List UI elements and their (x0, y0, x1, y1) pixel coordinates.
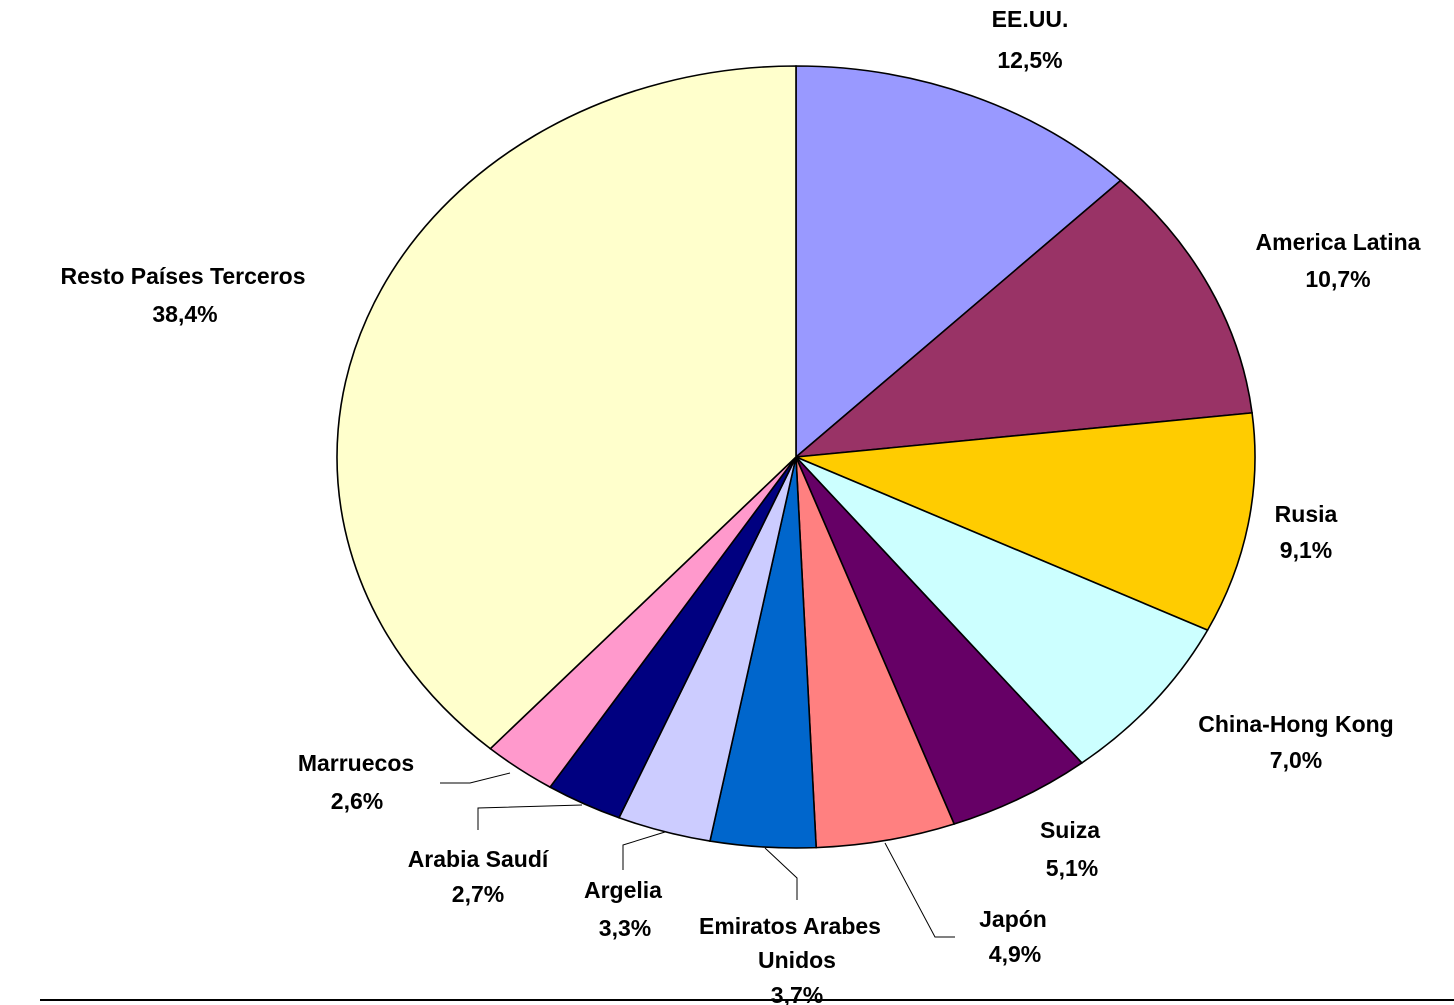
slice-label-rusia-name: Rusia (1275, 501, 1338, 527)
slice-label-america-latina-value: 10,7% (1305, 266, 1370, 292)
leader-line-argelia (622, 831, 666, 870)
pie-slice-rusia (795, 411, 1256, 632)
pie-slices (336, 65, 1256, 849)
slice-label-argelia-value: 3,3% (599, 915, 651, 941)
slice-labels: EE.UU. 12,5% America Latina 10,7% Rusia … (60, 6, 1420, 1005)
slice-label-japon-value: 4,9% (989, 941, 1041, 967)
pie-slice-america-latina (793, 179, 1253, 459)
slice-label-eeuu-name: EE.UU. (992, 6, 1069, 32)
slice-label-marruecos-value: 2,6% (331, 788, 383, 814)
slice-label-china-value: 7,0% (1270, 747, 1322, 773)
slice-label-emiratos-value: 3,7% (771, 982, 823, 1005)
leader-line-marruecos (440, 772, 511, 784)
pie-slice-suiza (795, 456, 1084, 826)
slice-label-emiratos-name-line1: Emiratos Arabes (699, 913, 881, 939)
slice-label-china-name: China-Hong Kong (1198, 711, 1393, 737)
slice-label-marruecos-name: Marruecos (298, 750, 414, 776)
slice-label-resto-value: 38,4% (152, 301, 217, 327)
slice-label-suiza-value: 5,1% (1046, 855, 1098, 881)
slice-label-arabia-saudi-name: Arabia Saudí (408, 846, 550, 872)
pie-slice-ee-uu (795, 65, 1122, 459)
slice-label-argelia-name: Argelia (584, 877, 662, 903)
leader-line-japon (884, 842, 955, 938)
slice-label-eeuu-value: 12,5% (997, 47, 1062, 73)
leader-lines (440, 772, 955, 938)
slice-label-rusia-value: 9,1% (1280, 537, 1332, 563)
pie-slice-resto-paises-terceros (336, 65, 797, 750)
leader-line-arabia-saudi (477, 804, 583, 830)
slice-label-japon-name: Japón (979, 906, 1047, 932)
leader-line-emiratos (764, 847, 798, 900)
slice-label-america-latina-name: America Latina (1256, 229, 1421, 255)
slice-label-suiza-name: Suiza (1040, 817, 1100, 843)
pie-slice-china-hong-kong (795, 456, 1209, 764)
slice-label-resto-name: Resto Países Terceros (60, 263, 305, 289)
slice-label-arabia-saudi-value: 2,7% (452, 881, 504, 907)
slice-label-emiratos-name-line2: Unidos (758, 947, 836, 973)
